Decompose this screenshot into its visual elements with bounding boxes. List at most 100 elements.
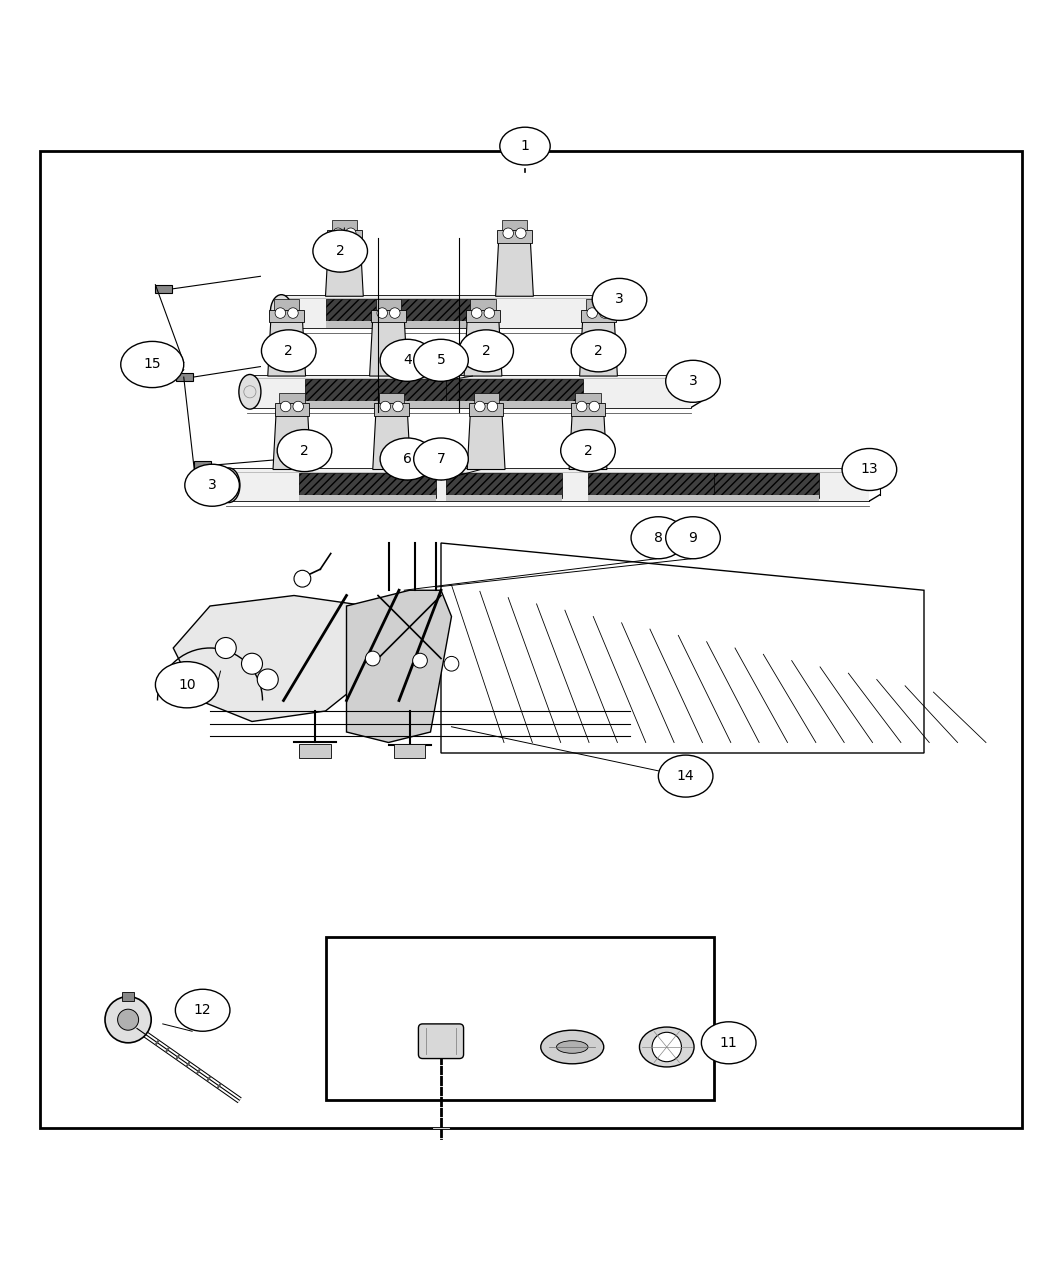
Bar <box>304 379 452 404</box>
Text: 13: 13 <box>861 463 878 477</box>
Bar <box>304 402 452 408</box>
Bar <box>269 310 304 323</box>
Bar <box>474 393 499 403</box>
Ellipse shape <box>271 295 292 329</box>
Polygon shape <box>441 543 924 754</box>
Circle shape <box>516 228 526 238</box>
Circle shape <box>487 402 498 412</box>
Bar <box>122 992 134 1001</box>
Bar <box>374 403 408 416</box>
Bar <box>299 473 436 497</box>
Ellipse shape <box>155 662 218 708</box>
Ellipse shape <box>561 430 615 472</box>
Ellipse shape <box>571 330 626 372</box>
FancyBboxPatch shape <box>418 1024 463 1058</box>
Circle shape <box>471 307 482 319</box>
Circle shape <box>345 228 356 238</box>
Circle shape <box>215 638 236 658</box>
Polygon shape <box>464 319 502 376</box>
Polygon shape <box>268 319 306 376</box>
Circle shape <box>444 657 459 671</box>
Circle shape <box>390 307 400 319</box>
Text: 4: 4 <box>403 353 412 367</box>
Text: 9: 9 <box>689 530 697 544</box>
Bar <box>446 379 583 404</box>
Bar <box>446 402 583 408</box>
Ellipse shape <box>175 989 230 1031</box>
Circle shape <box>393 402 403 412</box>
Circle shape <box>275 307 286 319</box>
Ellipse shape <box>380 439 435 479</box>
Bar <box>326 321 494 328</box>
Text: 2: 2 <box>594 344 603 358</box>
Ellipse shape <box>666 516 720 558</box>
Circle shape <box>380 402 391 412</box>
Circle shape <box>587 307 597 319</box>
Text: 2: 2 <box>300 444 309 458</box>
Ellipse shape <box>121 342 184 388</box>
Polygon shape <box>273 412 311 469</box>
Text: 3: 3 <box>208 478 216 492</box>
Bar <box>582 310 615 323</box>
Ellipse shape <box>541 1030 604 1063</box>
Circle shape <box>365 652 380 666</box>
Text: 12: 12 <box>194 1003 211 1017</box>
Ellipse shape <box>556 1040 588 1053</box>
Circle shape <box>293 402 303 412</box>
Ellipse shape <box>414 339 468 381</box>
Polygon shape <box>373 412 411 469</box>
Circle shape <box>503 228 513 238</box>
Polygon shape <box>173 595 378 722</box>
Bar <box>468 403 504 416</box>
Circle shape <box>118 1010 139 1030</box>
Ellipse shape <box>592 278 647 320</box>
Bar <box>229 469 869 501</box>
Ellipse shape <box>277 430 332 472</box>
Bar <box>586 300 611 310</box>
Bar <box>446 495 562 501</box>
Ellipse shape <box>380 339 435 381</box>
Bar <box>394 743 425 759</box>
Bar <box>571 403 605 416</box>
Ellipse shape <box>639 1028 694 1067</box>
Text: 14: 14 <box>677 769 694 783</box>
Ellipse shape <box>261 330 316 372</box>
Circle shape <box>413 653 427 668</box>
Circle shape <box>377 307 387 319</box>
Bar <box>274 300 299 310</box>
Bar <box>714 495 819 501</box>
Ellipse shape <box>631 516 686 558</box>
Text: 2: 2 <box>285 344 293 358</box>
Ellipse shape <box>218 468 240 502</box>
Circle shape <box>333 228 343 238</box>
Polygon shape <box>580 319 617 376</box>
Polygon shape <box>326 238 363 296</box>
Text: 1: 1 <box>521 139 529 153</box>
Text: 5: 5 <box>437 353 445 367</box>
Circle shape <box>652 1033 681 1062</box>
Ellipse shape <box>414 439 468 479</box>
Bar <box>466 310 501 323</box>
Text: 15: 15 <box>144 357 161 371</box>
Circle shape <box>475 402 485 412</box>
Bar <box>250 376 691 408</box>
Ellipse shape <box>666 361 720 403</box>
Circle shape <box>484 307 495 319</box>
Polygon shape <box>467 412 505 469</box>
Bar <box>575 393 601 403</box>
Text: 2: 2 <box>336 244 344 258</box>
Ellipse shape <box>313 230 367 272</box>
Ellipse shape <box>658 755 713 797</box>
Bar <box>279 393 304 403</box>
Bar <box>299 495 436 501</box>
Bar <box>470 300 496 310</box>
Text: 6: 6 <box>403 453 412 465</box>
Bar <box>332 219 357 230</box>
Polygon shape <box>346 590 452 742</box>
Circle shape <box>589 402 600 412</box>
Bar <box>502 219 527 230</box>
Ellipse shape <box>701 1021 756 1063</box>
Circle shape <box>576 402 587 412</box>
Bar <box>498 230 531 242</box>
Bar <box>155 284 172 293</box>
